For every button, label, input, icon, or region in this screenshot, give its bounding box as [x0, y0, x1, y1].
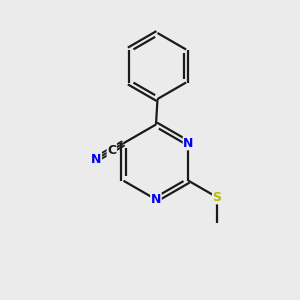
- Text: C: C: [107, 143, 116, 157]
- Text: N: N: [91, 152, 101, 166]
- Text: S: S: [213, 191, 222, 204]
- Text: N: N: [151, 193, 161, 206]
- Text: N: N: [183, 137, 194, 150]
